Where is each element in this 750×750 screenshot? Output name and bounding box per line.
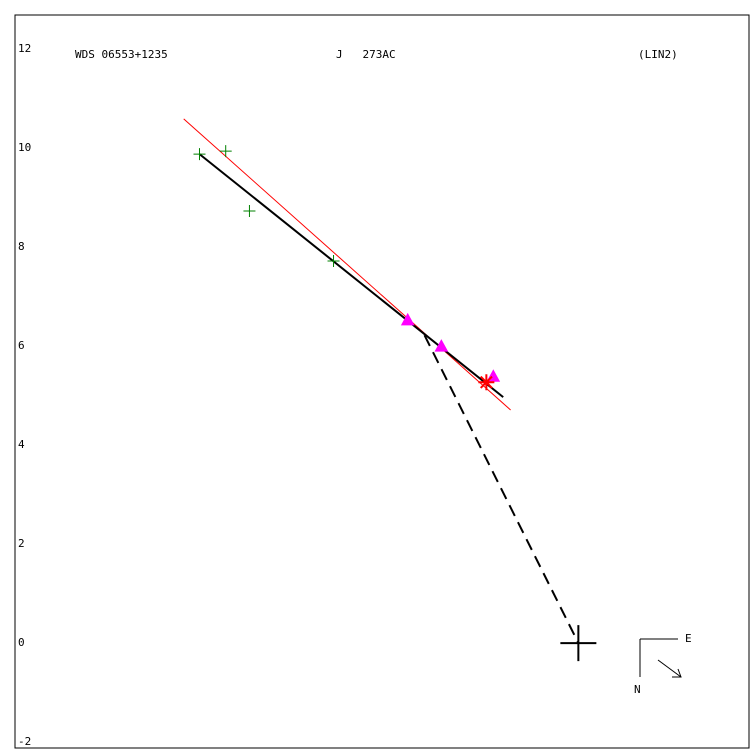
- residual-dashed-line: [423, 334, 580, 644]
- point-plus: [243, 204, 256, 217]
- y-tick-label: 10: [18, 141, 31, 154]
- y-tick-label: 2: [18, 537, 25, 550]
- y-tick-label: 4: [18, 438, 25, 451]
- plot-frame: [14, 14, 750, 749]
- compass: [639, 638, 682, 678]
- header-right: (LIN2): [638, 48, 678, 61]
- y-tick-label: -2: [18, 735, 31, 748]
- point-plus: [219, 145, 232, 158]
- compass-east-label: E: [685, 632, 692, 645]
- point-big-plus: [560, 625, 597, 662]
- header-center: J 273AC: [336, 48, 396, 61]
- motion-arrow: [657, 659, 682, 678]
- y-tick-label: 0: [18, 636, 25, 649]
- point-triangle: [400, 312, 415, 326]
- motion-arrow-head: [672, 668, 682, 678]
- point-triangle: [434, 339, 449, 352]
- header-left: WDS 06553+1235: [75, 48, 168, 61]
- point-plus: [193, 148, 206, 161]
- compass-north-label: N: [634, 683, 641, 696]
- y-tick-label: 8: [18, 240, 25, 253]
- point-plus: [327, 254, 340, 267]
- y-tick-label: 6: [18, 339, 25, 352]
- y-tick-label: 12: [18, 42, 31, 55]
- orbit-line: [198, 153, 504, 398]
- point-star: [478, 374, 495, 391]
- orbit-line: [183, 118, 511, 411]
